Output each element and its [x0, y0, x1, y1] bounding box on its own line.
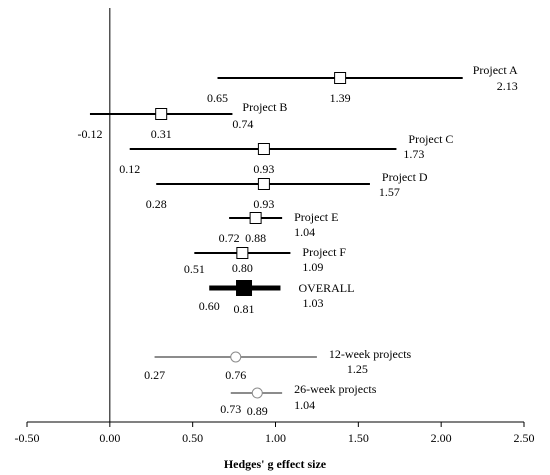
lower-bound-label: 0.28 [146, 197, 167, 211]
row-name-label: Project B [242, 100, 287, 114]
row-name-label: Project C [408, 132, 453, 146]
x-axis-title: Hedges' g effect size [224, 457, 327, 471]
x-tick-label: 0.50 [182, 431, 203, 445]
row-name-label: Project A [473, 63, 518, 77]
estimate-label: 0.80 [232, 261, 253, 275]
forest-row: Project C1.73 0.93 0.12 [119, 132, 453, 176]
upper-bound-label: 1.04 [294, 225, 315, 239]
subgroup-estimate-marker [230, 351, 242, 363]
estimate-label: 0.31 [151, 127, 172, 141]
overall-estimate-marker [236, 280, 253, 296]
estimate-label: 0.81 [234, 302, 255, 316]
row-name-label: Project E [294, 210, 338, 224]
project-estimate-marker [236, 247, 249, 259]
forest-row: Project E1.04 0.88 0.72 [219, 210, 339, 245]
lower-bound-label: 0.12 [119, 162, 140, 176]
x-tick-label: 1.50 [348, 431, 369, 445]
estimate-label: 0.89 [247, 404, 268, 418]
x-tick-label: 2.50 [514, 431, 535, 445]
estimate-label: 0.88 [245, 231, 266, 245]
row-name-label: 26-week projects [294, 382, 377, 396]
row-name-label: Project D [382, 170, 428, 184]
lower-bound-label: -0.12 [77, 127, 102, 141]
estimate-label: 1.39 [330, 91, 351, 105]
lower-bound-label: 0.72 [219, 231, 240, 245]
lower-bound-label: 0.51 [184, 262, 205, 276]
project-estimate-marker [334, 72, 347, 84]
forest-row: 26-week projects 1.04 0.89 0.73 [220, 382, 376, 418]
lower-bound-label: 0.60 [199, 299, 220, 313]
subgroup-estimate-marker [251, 387, 263, 399]
lower-bound-label: 0.73 [220, 402, 241, 416]
forest-rows: Project A 2.13 1.39 0.65 Project B 0.74 0.31 -0… [77, 63, 518, 418]
upper-bound-label: 2.13 [497, 79, 518, 93]
forest-row: Project B 0.74 0.31 -0.12 [77, 100, 287, 141]
x-tick-label: 2.00 [431, 431, 452, 445]
project-estimate-marker [155, 108, 168, 120]
x-tick-label: 0.00 [99, 431, 120, 445]
lower-bound-label: 0.27 [144, 368, 165, 382]
upper-bound-label: 1.04 [294, 398, 315, 412]
lower-bound-label: 0.65 [207, 91, 228, 105]
upper-bound-label: 1.57 [379, 185, 400, 199]
upper-bound-label: 0.74 [232, 117, 253, 131]
x-axis: -0.50 0.00 0.50 1.00 1.50 2.00 2.50 [15, 8, 535, 445]
forest-row: Project F1.09 0.80 0.51 [184, 245, 347, 276]
upper-bound-label: 1.25 [347, 362, 368, 376]
row-name-label: OVERALL [298, 281, 354, 295]
row-name-label: Project F [302, 245, 346, 259]
forest-row: Project D1.57 0.93 0.28 [146, 170, 428, 211]
project-estimate-marker [257, 143, 270, 155]
upper-bound-label: 1.09 [302, 260, 323, 274]
project-estimate-marker [249, 212, 262, 224]
estimate-label: 0.93 [253, 197, 274, 211]
estimate-label: 0.76 [225, 368, 246, 382]
upper-bound-label: 1.73 [403, 147, 424, 161]
x-tick-label: -0.50 [15, 431, 40, 445]
forest-row: Project A 2.13 1.39 0.65 [207, 63, 518, 105]
row-name-label: 12-week projects [329, 347, 412, 361]
upper-bound-label: 1.03 [302, 296, 323, 310]
x-tick-label: 1.00 [265, 431, 286, 445]
project-estimate-marker [257, 178, 270, 190]
estimate-label: 0.93 [253, 162, 274, 176]
